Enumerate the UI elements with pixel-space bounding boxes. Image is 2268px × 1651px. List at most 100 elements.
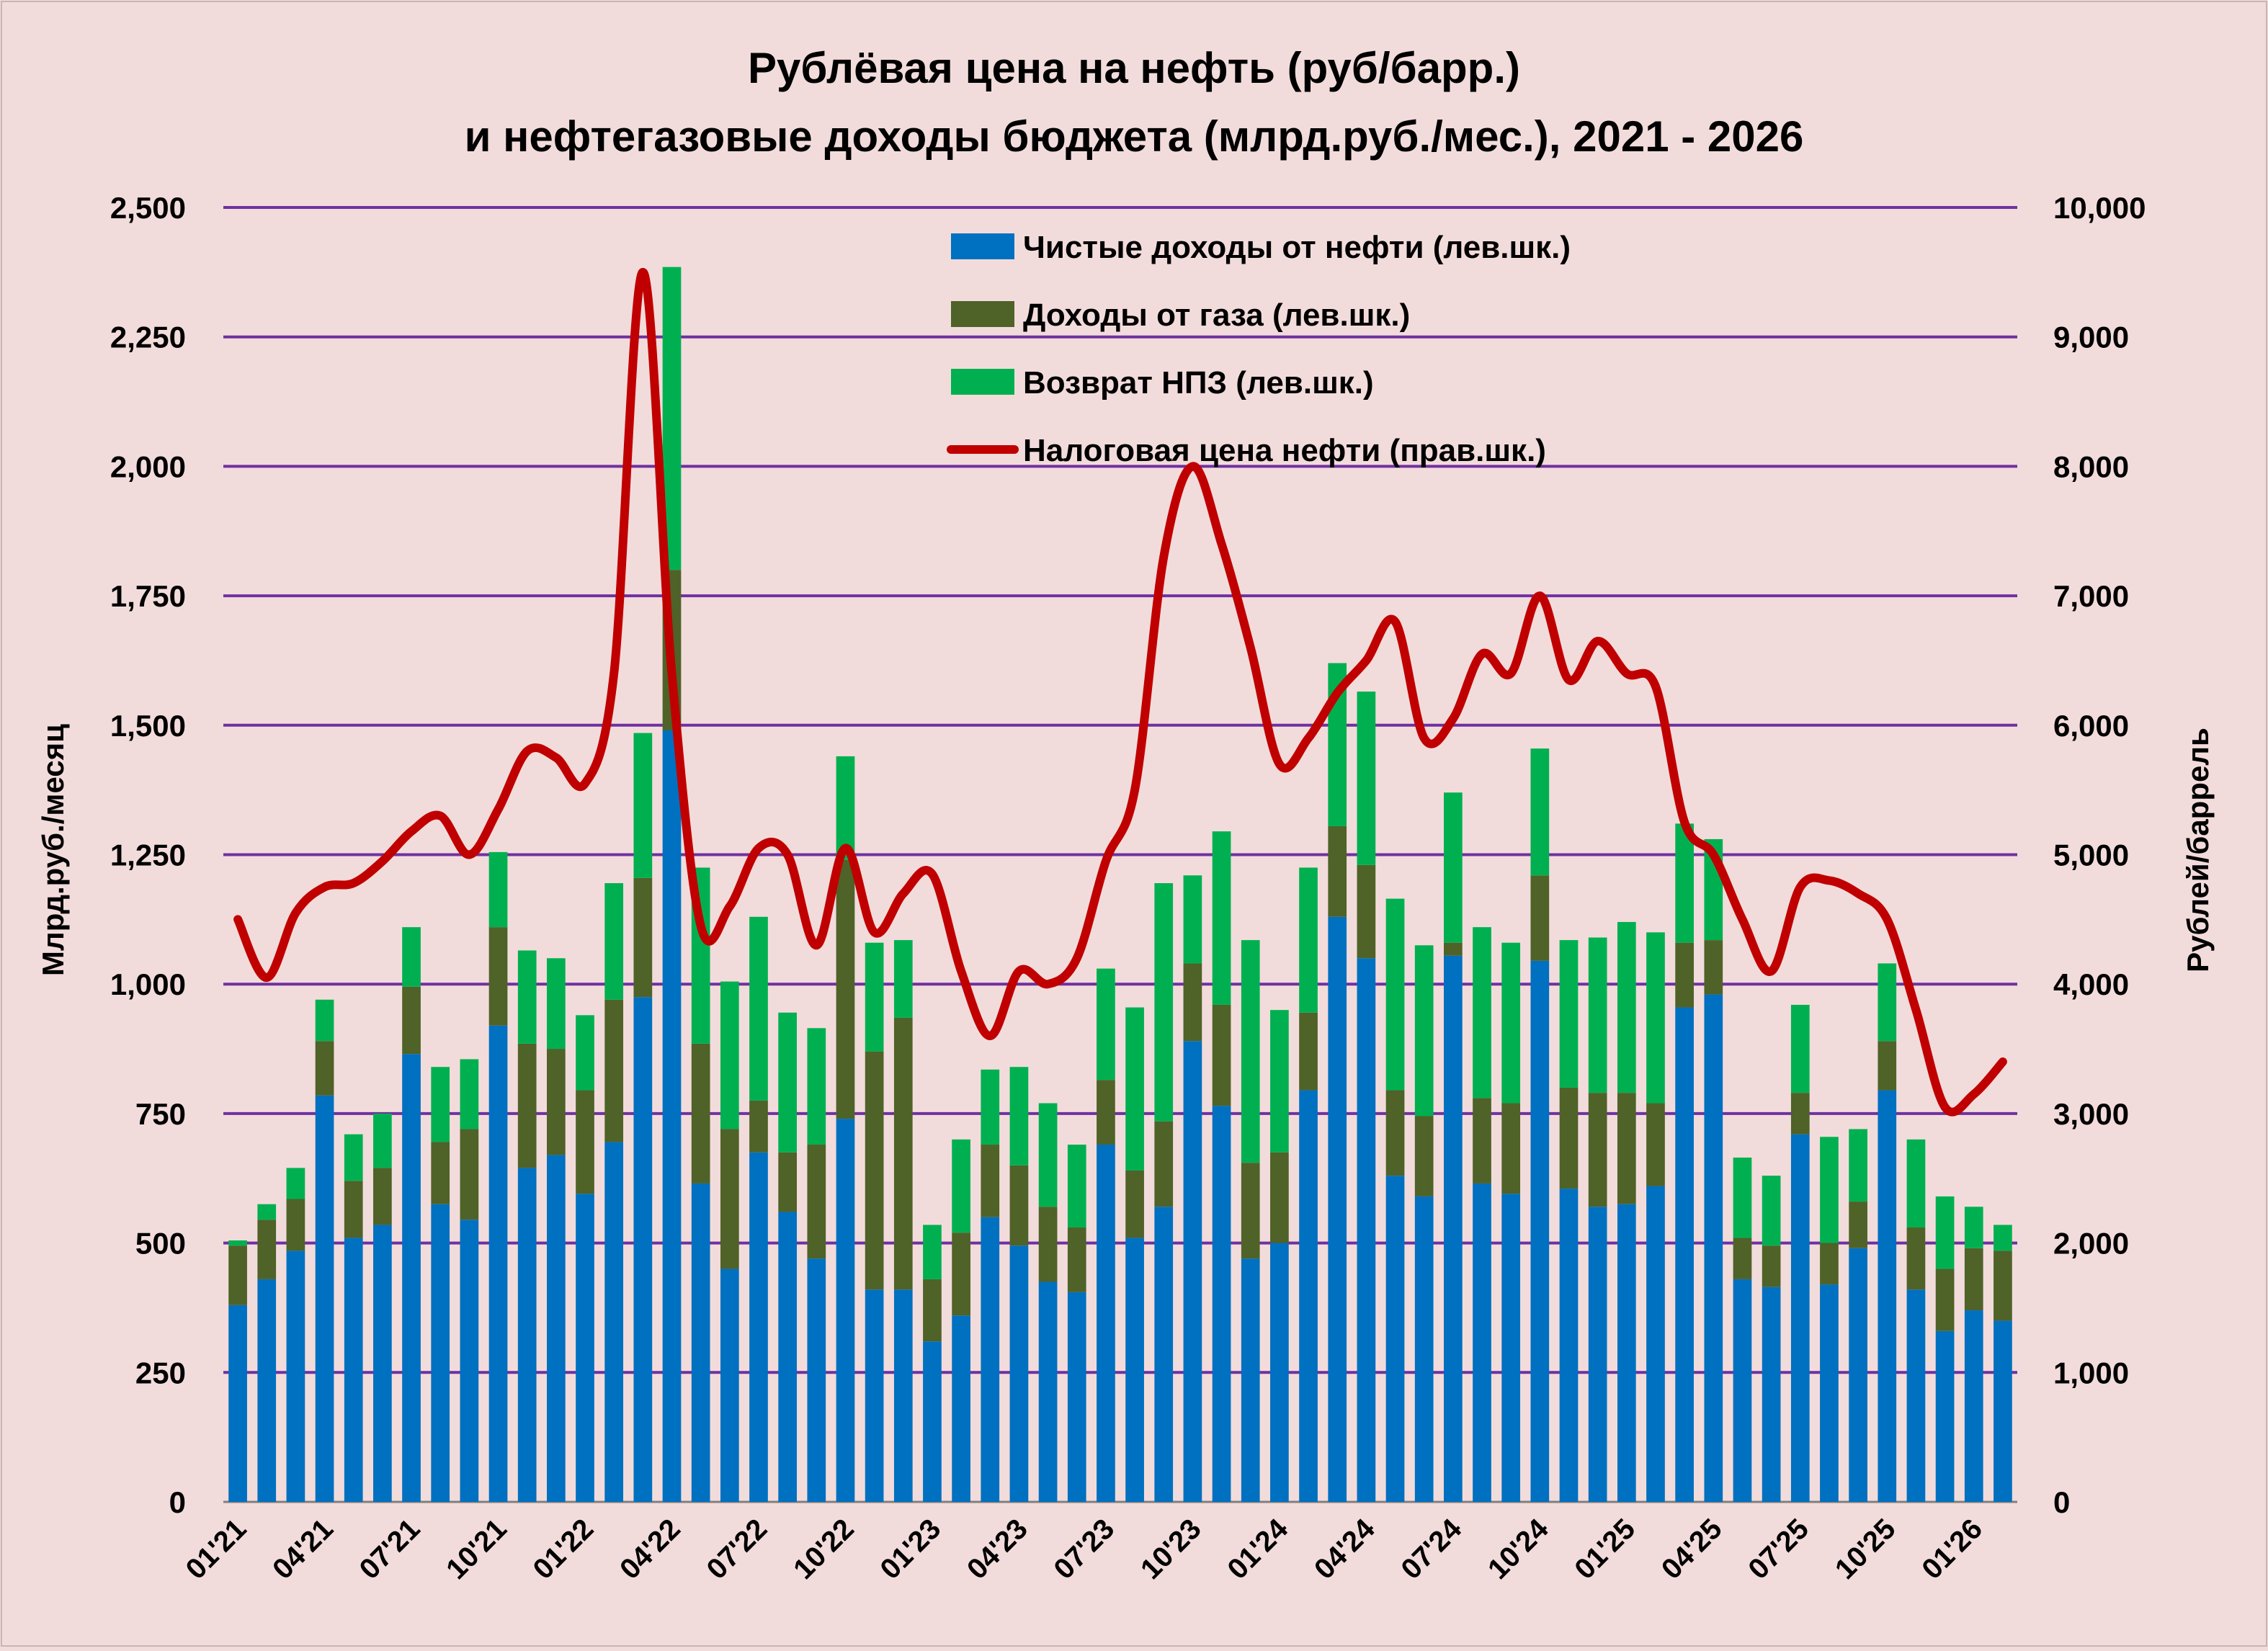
bar-segment-series-0 — [1270, 1243, 1289, 1502]
bar-segment-series-0 — [1994, 1320, 2012, 1502]
bar-segment-series-1 — [1906, 1227, 1926, 1290]
y-tick-label: 1,500 — [110, 709, 186, 743]
bar-segment-series-0 — [1125, 1238, 1144, 1502]
y-tick-label: 1,250 — [110, 838, 186, 872]
bar-segment-series-0 — [257, 1279, 277, 1502]
bar-segment-series-2 — [576, 1015, 594, 1091]
y-tick-label: 1,750 — [110, 579, 186, 613]
bar-segment-series-0 — [807, 1258, 826, 1502]
bar-segment-series-0 — [1820, 1284, 1839, 1502]
bar-segment-series-2 — [344, 1134, 363, 1181]
y-tick-label: 0 — [169, 1485, 186, 1519]
bar-segment-series-1 — [865, 1051, 884, 1290]
bar-segment-series-0 — [1473, 1183, 1491, 1502]
bar-segment-series-2 — [1762, 1176, 1781, 1246]
bar-segment-series-1 — [981, 1145, 1000, 1217]
bar-segment-series-0 — [1849, 1248, 1867, 1502]
bar-segment-series-0 — [228, 1305, 247, 1502]
legend-swatch — [951, 301, 1014, 327]
bar-segment-series-1 — [1646, 1103, 1665, 1186]
bar-segment-series-1 — [1733, 1238, 1752, 1279]
bar-segment-series-0 — [1067, 1292, 1086, 1502]
y2-tick-label: 6,000 — [2053, 709, 2129, 743]
bar-segment-series-1 — [1935, 1269, 1955, 1331]
bar-segment-series-2 — [1212, 831, 1231, 1005]
bar-segment-series-2 — [981, 1069, 1000, 1145]
y2-axis-ticks: 0 1,000 2,000 3,000 4,000 5,000 6,000 7,000 8,00… — [2053, 191, 2146, 1519]
bar-segment-series-0 — [1357, 958, 1376, 1502]
price-line — [233, 267, 2007, 1117]
bar-segment-series-2 — [807, 1028, 826, 1145]
bar-segment-series-0 — [691, 1183, 710, 1502]
bar-segment-series-2 — [893, 940, 913, 1018]
bar-segment-series-1 — [1154, 1121, 1174, 1207]
bar-segment-series-0 — [1704, 994, 1723, 1502]
bar-segment-series-1 — [1038, 1207, 1058, 1282]
bar-segment-series-2 — [1270, 1010, 1289, 1153]
bar-segment-series-0 — [1646, 1186, 1665, 1502]
bar-segment-series-2 — [749, 916, 768, 1101]
bar-segment-series-1 — [1501, 1103, 1521, 1194]
bar-segment-series-2 — [1994, 1225, 2012, 1251]
bar-segment-series-1 — [517, 1043, 537, 1168]
bar-segment-series-0 — [633, 997, 653, 1502]
chart-title: Рублёвая цена на нефть (руб/барр.) — [748, 44, 1520, 92]
bar-segment-series-0 — [431, 1204, 450, 1502]
bar-segment-series-0 — [604, 1142, 624, 1502]
bar-segment-series-2 — [1501, 942, 1521, 1104]
bar-segment-series-1 — [460, 1129, 479, 1220]
bar-segment-series-1 — [1414, 1116, 1434, 1196]
bar-segment-series-0 — [720, 1269, 739, 1502]
bar-segment-series-2 — [1733, 1157, 1752, 1238]
bar-segment-series-2 — [1299, 867, 1318, 1013]
bar-segment-series-0 — [923, 1341, 942, 1502]
bar-segment-series-0 — [1530, 960, 1550, 1502]
bar-segment-series-0 — [373, 1225, 392, 1502]
bar-segment-series-1 — [344, 1181, 363, 1238]
bar-segment-series-1 — [1097, 1080, 1115, 1145]
y-axis-ticks: 0 250 500 750 1,000 1,250 1,500 1,750 2,000 2,250… — [110, 191, 186, 1519]
bar-segment-series-0 — [1038, 1281, 1058, 1502]
bar-segment-series-2 — [1241, 940, 1260, 1163]
bar-segment-series-1 — [1212, 1004, 1231, 1106]
bar-segment-series-2 — [1009, 1067, 1029, 1165]
bar-segment-series-2 — [1154, 883, 1174, 1122]
bar-segment-series-0 — [547, 1155, 566, 1502]
bar-segment-series-0 — [517, 1168, 537, 1502]
bar-segment-series-2 — [778, 1012, 797, 1153]
bar-segment-series-2 — [1097, 968, 1115, 1080]
bar-segment-series-2 — [1559, 940, 1579, 1088]
bar-segment-series-0 — [1414, 1196, 1434, 1502]
bar-segment-series-1 — [778, 1152, 797, 1212]
bar-segment-series-2 — [228, 1240, 247, 1246]
bar-segment-series-0 — [1559, 1189, 1579, 1502]
y2-tick-label: 3,000 — [2053, 1097, 2129, 1131]
bar-segment-series-1 — [373, 1168, 392, 1225]
bar-segment-series-2 — [402, 927, 421, 987]
bar-segment-series-0 — [836, 1119, 855, 1502]
bar-segment-series-1 — [604, 999, 624, 1142]
bar-segment-series-1 — [547, 1049, 566, 1155]
bar-segment-series-0 — [1212, 1106, 1231, 1502]
bar-segment-series-2 — [604, 883, 624, 1000]
y2-tick-label: 7,000 — [2053, 579, 2129, 613]
bar-segment-series-1 — [1385, 1090, 1405, 1176]
line-series-0 — [233, 267, 2007, 1117]
bar-segment-series-1 — [1473, 1098, 1491, 1184]
bar-segment-series-2 — [1935, 1196, 1955, 1269]
bar-segment-series-2 — [865, 942, 884, 1052]
bar-segment-series-2 — [286, 1168, 305, 1199]
y2-tick-label: 2,000 — [2053, 1227, 2129, 1261]
bar-segment-series-2 — [1646, 932, 1665, 1104]
bar-segment-series-1 — [1588, 1093, 1607, 1207]
bar-segment-series-1 — [952, 1232, 970, 1316]
bar-segment-series-1 — [1328, 825, 1347, 917]
bar-segment-series-2 — [1964, 1207, 1983, 1248]
bar-segment-series-0 — [1906, 1289, 1926, 1502]
bar-segment-series-2 — [1385, 898, 1405, 1091]
bar-segment-series-2 — [1530, 748, 1550, 876]
bar-segment-series-0 — [1009, 1245, 1029, 1502]
bar-segment-series-2 — [431, 1067, 450, 1142]
bar-segment-series-0 — [1097, 1145, 1115, 1502]
